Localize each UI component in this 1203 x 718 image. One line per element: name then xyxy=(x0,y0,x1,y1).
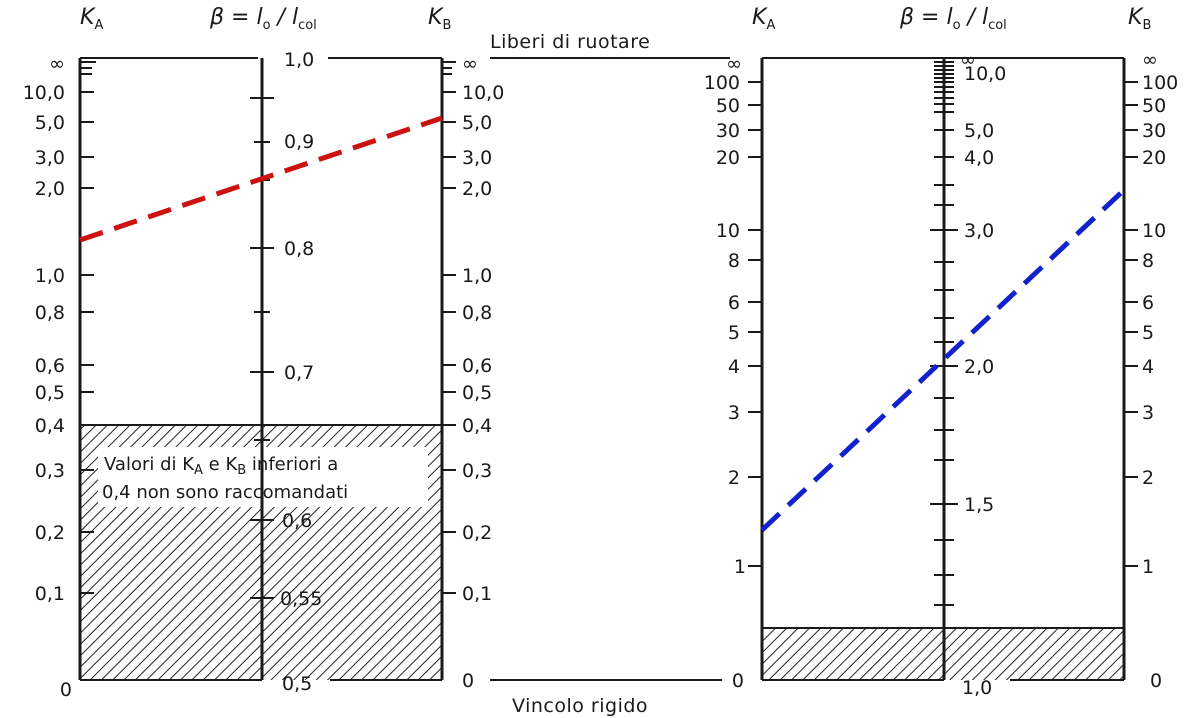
right-beta-label-1: 1,0 xyxy=(962,677,992,699)
right-ka-ticks xyxy=(748,81,762,567)
left-kb-label-1: 1,0 xyxy=(462,265,492,287)
right-kb-label-2: 2 xyxy=(1142,467,1154,489)
left-kb-label-06: 0,6 xyxy=(462,355,492,377)
right-kb-label-100: 100 xyxy=(1142,72,1178,94)
left-kb-label-3: 3,0 xyxy=(462,147,492,169)
right-ka-label-6: 6 xyxy=(728,292,740,314)
left-ka-label-03: 0,3 xyxy=(35,460,65,482)
right-kb-label-6: 6 xyxy=(1142,292,1154,314)
right-kb-label-50: 50 xyxy=(1142,95,1166,117)
left-ka-ticks xyxy=(80,61,96,594)
left-kb-label-02: 0,2 xyxy=(462,522,492,544)
right-ka-label-100: 100 xyxy=(704,72,740,94)
right-beta-label-2: 2,0 xyxy=(964,356,994,378)
left-ka-label-10: 10,0 xyxy=(23,82,65,104)
left-ka-label-1: 1,0 xyxy=(35,265,65,287)
center-top-label: Liberi di ruotare xyxy=(490,31,650,53)
right-ka-label-inf: ∞ xyxy=(726,53,742,75)
left-kb-label-01: 0,1 xyxy=(462,583,492,605)
right-kb-ticks xyxy=(1124,81,1138,567)
left-beta-label-06: 0,6 xyxy=(282,510,312,532)
right-kb-label-5: 5 xyxy=(1142,322,1154,344)
left-red-dashed-line xyxy=(79,115,443,243)
left-ka-label-3: 3,0 xyxy=(35,147,65,169)
left-kb-label-inf: ∞ xyxy=(462,53,478,75)
left-ka-label-02: 0,2 xyxy=(35,522,65,544)
left-ka-label-5: 5,0 xyxy=(35,112,65,134)
left-ka-label-2: 2,0 xyxy=(35,178,65,200)
right-kb-label-20: 20 xyxy=(1142,147,1166,169)
right-ka-label-8: 8 xyxy=(728,250,740,272)
left-kb-label-03: 0,3 xyxy=(462,460,492,482)
right-ka-label-10: 10 xyxy=(716,220,740,242)
left-ka-label-06: 0,6 xyxy=(35,355,65,377)
left-ka-label-0: 0 xyxy=(60,679,72,701)
left-ka-label-01: 0,1 xyxy=(35,583,65,605)
left-kb-label-04: 0,4 xyxy=(462,415,492,437)
left-ka-header: KA xyxy=(80,5,103,33)
right-kb-label-1: 1 xyxy=(1142,556,1154,578)
left-kb-label-0: 0 xyxy=(462,670,474,692)
right-ka-label-3: 3 xyxy=(728,402,740,424)
right-ka-label-4: 4 xyxy=(728,356,740,378)
right-kb-label-10: 10 xyxy=(1142,220,1166,242)
right-ka-label-0: 0 xyxy=(732,670,744,692)
right-ka-label-1: 1 xyxy=(734,556,746,578)
right-kb-header: KB xyxy=(1128,5,1151,33)
right-kb-label-inf: ∞ xyxy=(1142,49,1158,71)
right-beta-ticks xyxy=(930,61,958,606)
left-note-line1: Valori di KA e KB inferiori a xyxy=(104,454,338,478)
right-beta-header: β = lo / lcol xyxy=(899,5,1007,33)
left-ka-label-04: 0,4 xyxy=(35,415,65,437)
right-blue-dashed-line xyxy=(760,188,1126,532)
left-ka-label-inf: ∞ xyxy=(49,53,65,75)
right-ka-label-20: 20 xyxy=(716,147,740,169)
right-kb-label-3: 3 xyxy=(1142,402,1154,424)
left-kb-header: KB xyxy=(428,5,451,33)
right-ka-label-5: 5 xyxy=(728,322,740,344)
right-beta-label-5: 5,0 xyxy=(964,120,994,142)
right-kb-label-8: 8 xyxy=(1142,250,1154,272)
left-kb-label-2: 2,0 xyxy=(462,178,492,200)
left-beta-label-08: 0,8 xyxy=(284,238,314,260)
right-kb-label-4: 4 xyxy=(1142,356,1154,378)
right-ka-label-2: 2 xyxy=(728,467,740,489)
right-kb-label-30: 30 xyxy=(1142,120,1166,142)
left-kb-label-08: 0,8 xyxy=(462,302,492,324)
left-ka-label-05: 0,5 xyxy=(35,382,65,404)
left-beta-label-055: 0,55 xyxy=(280,588,322,610)
left-beta-header: β = lo / lcol xyxy=(209,5,317,33)
right-beta-label-4: 4,0 xyxy=(964,147,994,169)
left-kb-label-5: 5,0 xyxy=(462,112,492,134)
left-kb-ticks xyxy=(442,61,456,594)
right-beta-label-3: 3,0 xyxy=(964,220,994,242)
right-beta-label-15: 1,5 xyxy=(964,494,994,516)
left-beta-label-07: 0,7 xyxy=(284,362,314,384)
left-note-line2: 0,4 non sono raccomandati xyxy=(102,482,348,503)
center-bottom-label: Vincolo rigido xyxy=(512,695,648,717)
left-kb-label-05: 0,5 xyxy=(462,382,492,404)
left-beta-label-09: 0,9 xyxy=(284,131,314,153)
left-ka-label-08: 0,8 xyxy=(35,302,65,324)
right-ka-label-50: 50 xyxy=(716,95,740,117)
right-nomogram: ∞ 100 50 30 20 10 8 6 5 4 3 2 1 0 ∞ 100 xyxy=(704,49,1179,699)
right-beta-label-10: 10,0 xyxy=(964,63,1006,85)
left-beta-label-10: 1,0 xyxy=(284,49,314,71)
left-nomogram: ∞ 10,0 5,0 3,0 2,0 1,0 0,8 0,6 0,5 0,4 0… xyxy=(23,49,505,701)
right-ka-label-30: 30 xyxy=(716,120,740,142)
right-beta-label-inf: ∞ xyxy=(960,49,976,71)
right-kb-label-0: 0 xyxy=(1150,670,1162,692)
left-beta-label-05: 0,5 xyxy=(282,673,312,695)
left-kb-label-10: 10,0 xyxy=(462,82,504,104)
right-ka-header: KA xyxy=(752,5,775,33)
